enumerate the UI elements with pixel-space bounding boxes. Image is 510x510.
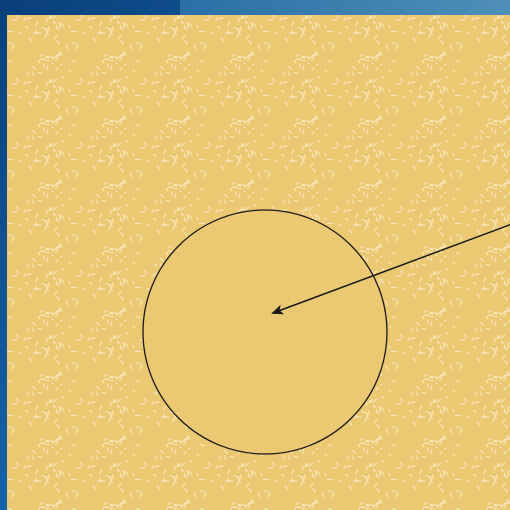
circle [142,209,388,455]
arrow [271,223,510,315]
water-strip [180,0,510,15]
